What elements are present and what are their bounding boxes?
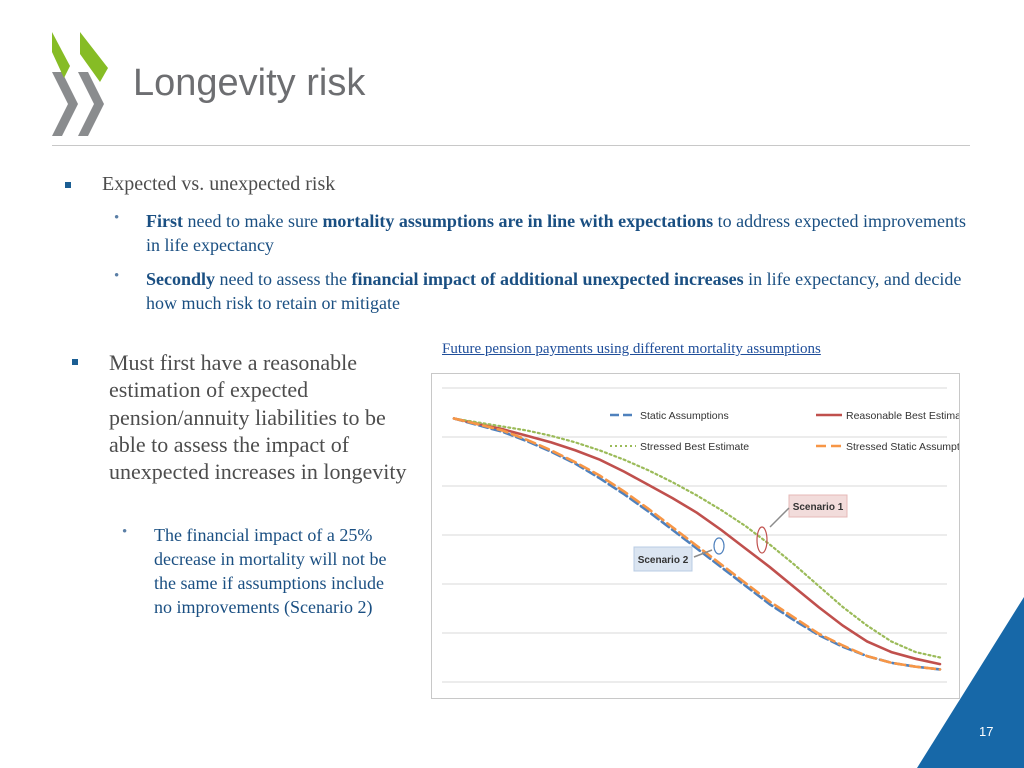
scenario-2-marker [713, 537, 725, 555]
chart-title[interactable]: Future pension payments using different … [442, 341, 821, 357]
logo-chevron-right-green [80, 32, 108, 82]
series-line-3 [452, 417, 942, 659]
legend-label-1: Static Assumptions [640, 410, 729, 422]
series-line-1 [452, 417, 942, 671]
sub-bullet-1-2: Secondly need to assess the financial im… [146, 267, 976, 315]
legend-label-4: Stressed Static Assumptions [846, 441, 959, 453]
sub-bullet-1-1-emph: mortality assumptions are in line with e… [322, 211, 714, 231]
sub-bullet-1-1-lead: First [146, 211, 183, 231]
title-divider [52, 145, 970, 146]
sub-bullet-1-2-text-b: in life expectancy, and decide how much … [146, 269, 962, 313]
legend-label-3: Stressed Best Estimate [640, 441, 749, 453]
series-line-4 [452, 417, 942, 671]
sub-bullet-dot-1: • [114, 210, 120, 226]
series-line-2 [452, 417, 942, 666]
sub-bullet-1-2-text-a: need to assess the [215, 269, 352, 289]
logo-chevron-right-grey [78, 72, 104, 136]
scenario-1-pointer [769, 507, 790, 528]
scenario-2-label: Scenario 2 [638, 555, 689, 566]
slide-title: Longevity risk [133, 62, 366, 104]
scenario-1-label: Scenario 1 [793, 502, 844, 513]
sub-bullet-2-1: The financial impact of a 25% decrease i… [154, 525, 387, 617]
sub-bullet-1-1-text-a: need to make sure [182, 211, 323, 231]
logo-chevron-left-grey [52, 72, 78, 136]
logo-chevron-left-green [52, 32, 70, 78]
sub-bullet-1-1-text-b: to address expected improvements in life… [146, 211, 967, 255]
scenario-2-pointer [693, 549, 713, 558]
sub-bullet-dot-2: • [114, 268, 120, 284]
sub-bullet-dot-3: • [122, 524, 128, 540]
chart-svg: Static Assumptions Reasonable Best Estima… [442, 387, 959, 683]
sub-bullet-1-2-lead: Secondly [146, 269, 216, 289]
bullet-square-1 [65, 182, 71, 188]
scenario-2-box [633, 546, 693, 572]
scenario-1-box [788, 494, 848, 518]
sub-bullet-1-1: First need to make sure mortality assump… [146, 209, 976, 257]
bullet-1-text: Expected vs. unexpected risk [102, 173, 336, 195]
bullet-2-text: Must first have a reasonable estimation … [109, 350, 407, 485]
legend-label-2: Reasonable Best Estimate [846, 410, 959, 422]
sub-bullet-1-2-emph: financial impact of additional unexpecte… [351, 269, 744, 289]
chart-frame: Static Assumptions Reasonable Best Estima… [431, 373, 960, 699]
page-number: 17 [979, 724, 994, 739]
bullet-square-2 [72, 359, 78, 365]
scenario-1-marker [756, 526, 768, 554]
oecd-logo [52, 32, 108, 136]
